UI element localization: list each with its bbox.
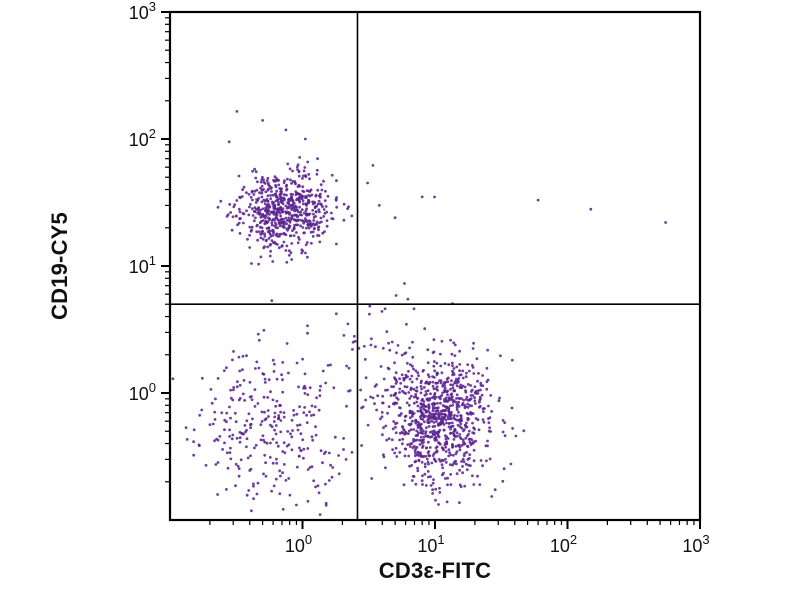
- tick-label: 103: [682, 532, 709, 556]
- tick-label: 100: [285, 532, 312, 556]
- plot-frame: [168, 10, 702, 522]
- x-axis-label: CD3ε-FITC: [378, 558, 492, 583]
- tick-label: 102: [550, 532, 577, 556]
- quadrant-gates: [170, 12, 700, 520]
- data-points: [171, 110, 667, 516]
- tick-marks: [161, 11, 701, 529]
- tick-label: 103: [129, 0, 156, 23]
- tick-label: 100: [129, 380, 156, 404]
- tick-label: 102: [129, 126, 156, 150]
- tick-labels: 100 101 102 103 100 101 102 103: [129, 0, 710, 556]
- tick-label: 101: [417, 532, 444, 556]
- y-axis-label: CD19-CY5: [47, 212, 72, 320]
- tick-label: 101: [129, 253, 156, 277]
